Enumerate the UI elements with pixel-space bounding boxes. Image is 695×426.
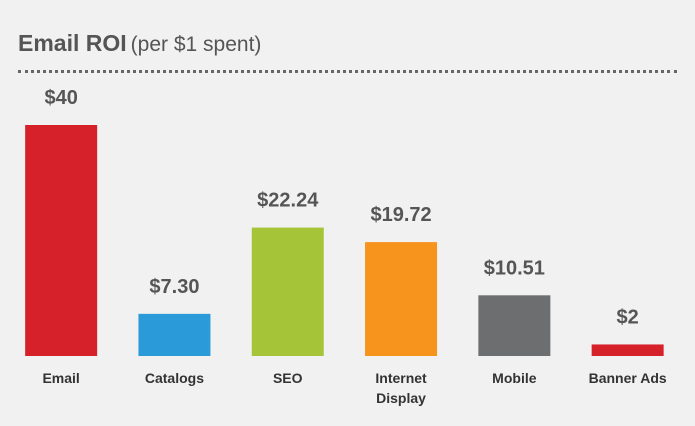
x-tick-label: Catalogs [144,370,204,386]
value-label: $7.30 [149,276,199,298]
chart-subtitle: (per $1 spent) [130,33,262,56]
x-tick-label: Banner Ads [588,370,667,386]
title-block: Email ROI (per $1 spent) [18,30,261,57]
bar [138,313,211,356]
x-tick-label: Email [42,370,80,386]
x-tick-label: Mobile [492,370,537,386]
value-label: $10.51 [484,257,545,279]
bar [591,344,664,356]
bar [365,242,438,356]
value-label: $2 [617,306,639,328]
chart-title: Email ROI [18,30,127,56]
x-tick-label: SEO [272,370,303,386]
bar [478,295,551,356]
bar [251,227,324,356]
value-label: $22.24 [257,190,319,212]
value-label: $40 [44,87,77,109]
divider [18,70,677,73]
value-label: $19.72 [370,204,431,226]
bar [25,125,98,356]
x-tick-label: Internet Display [375,370,427,406]
